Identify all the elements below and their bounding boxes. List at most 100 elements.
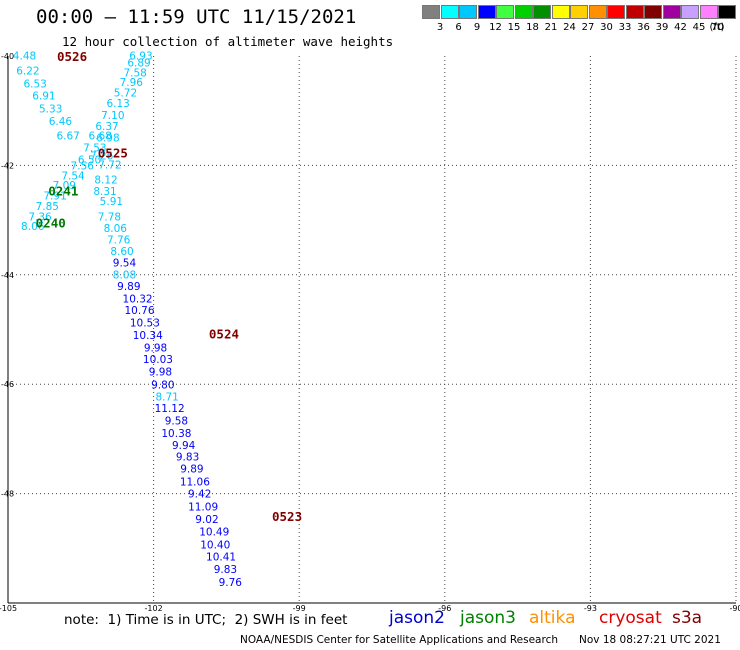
wave-height-label: 7.54 [61, 170, 85, 182]
wave-height-label: 8.06 [104, 223, 128, 235]
wave-height-label: 9.42 [188, 489, 211, 501]
wave-height-label: 8.60 [110, 246, 133, 258]
wave-height-label: 7.58 [123, 68, 146, 80]
graticule: -105 -102 -99 -96 -93 -90 -40 -42 -44 -46 -48 [0, 52, 740, 613]
legend-swatch [625, 5, 644, 19]
latitude-tick-label: -46 [1, 380, 14, 389]
legend-label: 3 [436, 22, 444, 33]
legend-label: 30 [600, 22, 613, 33]
latitude-tick-label: -42 [1, 161, 14, 170]
longitude-tick-label: -99 [293, 604, 306, 613]
longitude-tick-label: -90 [729, 604, 740, 613]
wave-height-label: 5.33 [39, 104, 62, 116]
legend-label: 18 [526, 22, 539, 33]
longitude-tick-label: -93 [584, 604, 597, 613]
longitude-tick-label: -96 [438, 604, 451, 613]
wave-height-label: 6.89 [127, 58, 150, 70]
wave-height-label: 6.93 [129, 51, 152, 63]
legend-swatch [422, 5, 440, 19]
credit-line: NOAA/NESDIS Center for Satellite Applica… [240, 634, 558, 646]
legend-swatch [533, 5, 551, 19]
wave-height-label: 11.09 [188, 501, 218, 513]
satellite-name-jason3: jason3 [460, 608, 516, 628]
wave-height-label: 7.09 [53, 180, 76, 192]
longitude-tick-label: -105 [0, 604, 17, 613]
latitude-tick-label: -40 [1, 52, 14, 61]
wave-height-label: 7.76 [107, 234, 131, 246]
wave-height-label: 9.02 [195, 514, 218, 526]
wave-height-label: 9.98 [144, 343, 167, 355]
wave-height-label: 5.72 [114, 88, 137, 100]
legend-label: 9 [473, 22, 481, 33]
wave-height-label: 9.76 [219, 577, 243, 589]
wave-height-label: 6.98 [96, 133, 119, 145]
map-title: 00:00 – 11:59 UTC 11/15/2021 [36, 6, 357, 28]
wave-height-label: 6.37 [95, 121, 118, 133]
wave-height-label: 8.71 [155, 391, 178, 403]
latitude-tick-label: -48 [1, 490, 14, 499]
wave-height-label: 9.89 [180, 464, 203, 476]
wave-height-label: 6.68 [89, 130, 112, 142]
pass-time-label: 0525 [98, 145, 128, 160]
wave-height-label: 7.85 [36, 201, 59, 213]
wave-height-label: 7.78 [98, 211, 121, 223]
legend-swatch [570, 5, 588, 19]
legend-swatch [514, 5, 533, 19]
wave-height-label: 8.31 [93, 186, 116, 198]
legend-swatch [699, 5, 718, 19]
wave-height-label: 9.80 [151, 379, 174, 391]
wave-height-label: 7.72 [98, 159, 121, 171]
wave-height-label: 10.40 [200, 540, 230, 552]
legend-label: 27 [581, 22, 595, 33]
wave-height-label: 7.26 [90, 151, 114, 163]
wave-height-label: 7.10 [101, 110, 124, 122]
legend-swatch [681, 5, 699, 19]
wave-height-label: 10.34 [133, 330, 163, 342]
legend-swatch [459, 5, 477, 19]
legend-label: 42 [674, 22, 687, 33]
legend-swatch [718, 5, 736, 19]
wave-height-label: 6.53 [23, 78, 46, 90]
wave-height-label: 6.46 [49, 116, 73, 128]
legend-label: 45 [692, 22, 706, 33]
wave-height-label: 10.03 [143, 354, 173, 366]
wave-height-label: 7.56 [71, 160, 95, 172]
pass-time-label: 0240 [36, 215, 66, 230]
legend-label: 15 [507, 22, 521, 33]
legend-label: 36 [637, 22, 650, 33]
legend-label: 6 [455, 22, 462, 33]
satellite-name-altika: altika [529, 608, 576, 628]
legend-label: 12 [489, 22, 502, 33]
legend-label: 21 [544, 22, 558, 33]
wave-height-label: 5.91 [100, 196, 123, 208]
wave-height-label: 8.06 [21, 221, 45, 233]
legend-swatch [496, 5, 514, 19]
map-subtitle: 12 hour collection of altimeter wave hei… [62, 34, 394, 49]
wave-height-label: 9.54 [113, 257, 137, 269]
wave-height-label: 7.53 [83, 142, 106, 154]
wave-height-label: 6.22 [16, 65, 39, 77]
legend-label: 33 [618, 22, 632, 33]
wave-height-label: 8.08 [113, 269, 136, 281]
legend-swatch [662, 5, 681, 19]
wave-height-label: 10.76 [124, 305, 154, 317]
wave-height-label: 9.94 [172, 440, 196, 452]
pass-time-label: 0523 [272, 509, 302, 524]
wave-height-label: 9.89 [117, 281, 140, 293]
generation-timestamp: Nov 18 08:27:21 UTC 2021 [579, 634, 721, 646]
wave-height-label: 6.91 [32, 90, 55, 102]
pass-time-label: 0241 [48, 184, 78, 199]
wave-height-label: 9.58 [165, 415, 188, 427]
wave-height-label: 9.83 [176, 451, 199, 463]
wave-height-label: 8.12 [94, 175, 117, 187]
satellite-name-cryosat: cryosat [599, 608, 662, 628]
legend-swatch [440, 5, 459, 19]
legend-unit: (ft) [709, 22, 725, 33]
legend-swatch [588, 5, 607, 19]
wave-height-label: 10.32 [123, 293, 153, 305]
wave-height-label: 10.38 [161, 428, 191, 440]
wave-height-label: 11.12 [155, 403, 185, 415]
wave-height-label: 7.91 [43, 191, 66, 203]
